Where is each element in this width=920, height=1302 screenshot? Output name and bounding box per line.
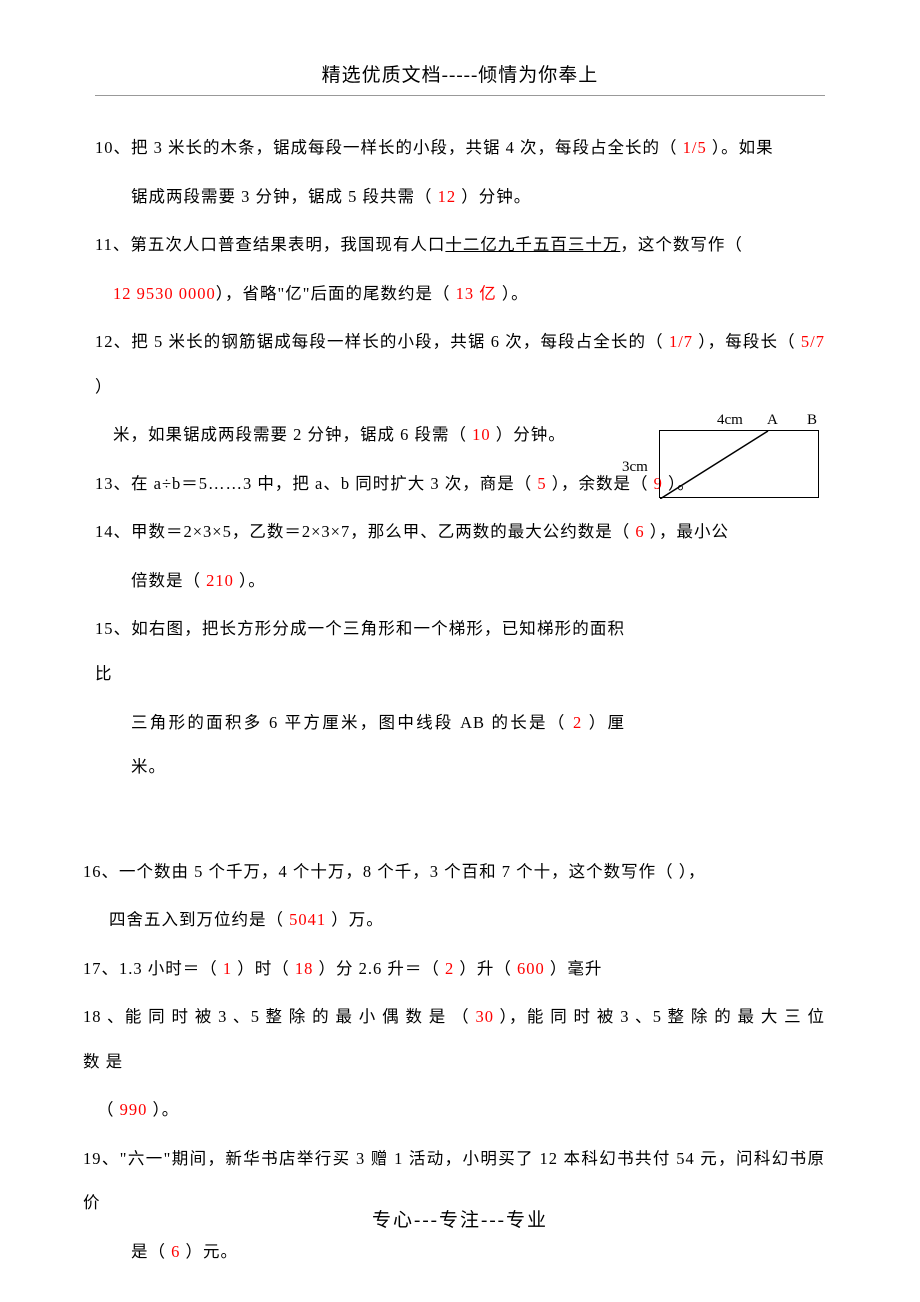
- q15-text: 15、如右图，把长方形分成一个三角形和一个梯形，已知梯形的面积比: [95, 619, 625, 683]
- q11-text: ，这个数写作（: [620, 235, 743, 254]
- q16-text: ）万。: [331, 910, 384, 929]
- q16-answer-1: 5041: [284, 910, 331, 929]
- q12-answer-1: 1/7: [664, 332, 699, 351]
- q19-text: ）元。: [186, 1242, 239, 1261]
- q13-text: 13、在 a÷b＝5……3 中，把 a、b 同时扩大 3 次，商是（: [95, 474, 532, 493]
- question-14-line2: 倍数是（ 210 ）。: [95, 559, 825, 604]
- page-header: 精选优质文档-----倾情为你奉上: [95, 60, 825, 95]
- question-11: 11、第五次人口普查结果表明，我国现有人口十二亿九千五百三十万，这个数写作（: [95, 223, 825, 268]
- q11-text: 11、第五次人口普查结果表明，我国现有人口: [95, 235, 445, 254]
- q17-text: ）时（: [237, 959, 290, 978]
- q17-text: ）分 2.6 升＝（: [319, 959, 440, 978]
- q14-text: ），最小公: [650, 522, 729, 541]
- q17-text: ）升（: [459, 959, 512, 978]
- q15-diagram: 4cm A B 3cm: [655, 412, 825, 498]
- q11-text: ），省略"亿"后面的尾数约是（: [216, 284, 451, 303]
- q15-text: 三角形的面积多 6 平方厘米，图中线段 AB 的长是（: [131, 713, 567, 732]
- q10-answer-2: 12: [433, 187, 462, 206]
- question-15-line2: 三角形的面积多 6 平方厘米，图中线段 AB 的长是（ 2 ）厘米。: [95, 701, 825, 790]
- diagram-top-labels: 4cm A B: [655, 412, 825, 430]
- q11-answer-2: 13 亿: [450, 284, 501, 303]
- q16-text: 四舍五入到万位约是（: [109, 910, 284, 929]
- question-18: 18 、能 同 时 被 3 、5 整 除 的 最 小 偶 数 是 （ 30 ），…: [83, 995, 825, 1084]
- question-18-line2: （ 990 ）。: [95, 1088, 825, 1133]
- diagram-height-label: 3cm: [622, 459, 648, 476]
- q16-text: 16、一个数由 5 个千万，4 个十万，8 个千，3 个百和 7 个十，这个数写…: [83, 862, 706, 881]
- page-container: 精选优质文档-----倾情为你奉上 10、把 3 米长的木条，锯成每段一样长的小…: [0, 0, 920, 1275]
- q14-text: 14、甲数＝2×3×5，乙数＝2×3×7，那么甲、乙两数的最大公约数是（: [95, 522, 630, 541]
- q10-text: 锯成两段需要 3 分钟，锯成 5 段共需（: [131, 187, 433, 206]
- q12-text: ）分钟。: [496, 425, 566, 444]
- diagram-width-label: 4cm: [717, 412, 743, 429]
- question-10: 10、把 3 米长的木条，锯成每段一样长的小段，共锯 4 次，每段占全长的（ 1…: [95, 126, 825, 171]
- q12-text: 12、把 5 米长的钢筋锯成每段一样长的小段，共锯 6 次，每段占全长的（: [95, 332, 664, 351]
- question-17: 17、1.3 小时＝（ 1 ）时（ 18 ）分 2.6 升＝（ 2 ）升（ 60…: [83, 947, 825, 992]
- q14-answer-1: 6: [630, 522, 650, 541]
- q17-answer-4: 600: [512, 959, 550, 978]
- header-rule: [95, 95, 825, 96]
- q11-underline: 十二亿九千五百三十万: [445, 235, 620, 254]
- question-16-line2: 四舍五入到万位约是（ 5041 ）万。: [95, 898, 825, 943]
- q12-answer-3: 10: [467, 425, 496, 444]
- diagram-point-b: B: [807, 412, 817, 429]
- question-15: 15、如右图，把长方形分成一个三角形和一个梯形，已知梯形的面积比: [95, 607, 825, 696]
- q18-text: ）。: [153, 1100, 180, 1119]
- q17-text: ）毫升: [550, 959, 603, 978]
- q10-answer-1: 1/5: [678, 138, 712, 157]
- q15-answer-1: 2: [567, 713, 589, 732]
- diagram-diagonal: [660, 431, 820, 499]
- q11-answer-1: 12 9530 0000: [113, 284, 216, 303]
- question-10-line2: 锯成两段需要 3 分钟，锯成 5 段共需（ 12 ）分钟。: [95, 175, 825, 220]
- q18-answer-1: 30: [470, 1007, 499, 1026]
- q11-text: ）。: [502, 284, 529, 303]
- q17-text: 17、1.3 小时＝（: [83, 959, 218, 978]
- header-title: 精选优质文档-----倾情为你奉上: [322, 65, 599, 86]
- q13-text: ），余数是（: [552, 474, 649, 493]
- q10-text: ）。如果: [712, 138, 774, 157]
- spacer: [95, 822, 825, 850]
- q12-text: ）: [95, 377, 113, 396]
- footer-text: 专心---专注---专业: [372, 1210, 548, 1231]
- q12-text: 米，如果锯成两段需要 2 分钟，锯成 6 段需（: [113, 425, 467, 444]
- question-14: 14、甲数＝2×3×5，乙数＝2×3×7，那么甲、乙两数的最大公约数是（ 6 ）…: [95, 510, 825, 555]
- question-19-line2: 是（ 6 ）元。: [95, 1230, 825, 1275]
- q18-text: 18 、能 同 时 被 3 、5 整 除 的 最 小 偶 数 是 （: [83, 1007, 470, 1026]
- q18-answer-2: 990: [115, 1100, 153, 1119]
- q18-text: （: [97, 1100, 115, 1119]
- q13-answer-1: 5: [532, 474, 552, 493]
- q17-answer-3: 2: [440, 959, 460, 978]
- question-12: 12、把 5 米长的钢筋锯成每段一样长的小段，共锯 6 次，每段占全长的（ 1/…: [95, 320, 825, 409]
- page-footer: 专心---专注---专业: [0, 1205, 920, 1232]
- q14-text: ）。: [239, 571, 266, 590]
- q19-answer-1: 6: [166, 1242, 186, 1261]
- question-11-line2: 12 9530 0000），省略"亿"后面的尾数约是（ 13 亿 ）。: [95, 272, 825, 317]
- q10-text: 10、把 3 米长的木条，锯成每段一样长的小段，共锯 4 次，每段占全长的（: [95, 138, 678, 157]
- diagram-rectangle: 3cm: [659, 430, 819, 498]
- q17-answer-1: 1: [218, 959, 238, 978]
- q10-text: ）分钟。: [461, 187, 531, 206]
- q14-answer-2: 210: [201, 571, 239, 590]
- q17-answer-2: 18: [290, 959, 319, 978]
- q12-text: ），每段长（: [698, 332, 795, 351]
- question-16: 16、一个数由 5 个千万，4 个十万，8 个千，3 个百和 7 个十，这个数写…: [83, 850, 825, 895]
- q19-text: 是（: [131, 1242, 166, 1261]
- diagram-point-a: A: [767, 412, 778, 429]
- q12-answer-2: 5/7: [796, 332, 825, 351]
- q14-text: 倍数是（: [131, 571, 201, 590]
- q19-text: 19、"六一"期间，新华书店举行买 3 赠 1 活动，小明买了 12 本科幻书共…: [83, 1149, 825, 1213]
- spacer: [95, 794, 825, 822]
